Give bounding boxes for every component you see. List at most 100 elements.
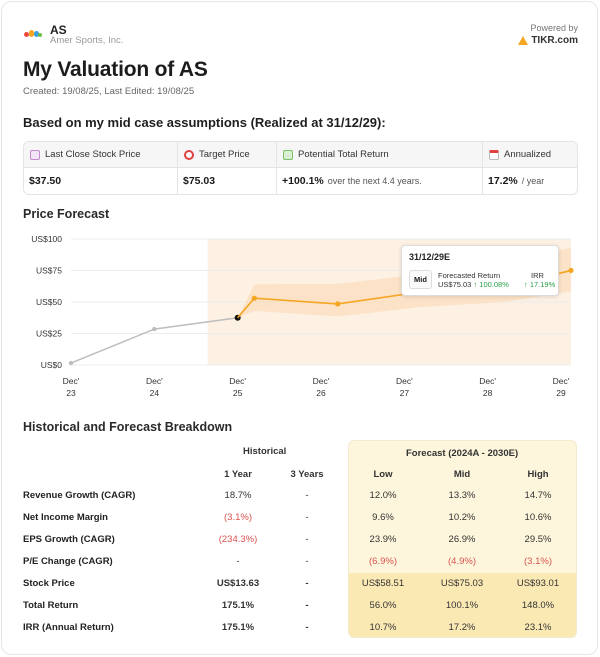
tooltip-irr-value: ↑ 17.19% (524, 280, 556, 289)
created-edited-meta: Created: 19/08/25, Last Edited: 19/08/25 (23, 86, 195, 97)
table-cell: US$93.01 (516, 578, 560, 589)
potential-return-label: Potential Total Return (298, 149, 389, 160)
forecast-highlight (349, 573, 576, 637)
target-price-label: Target Price (199, 149, 250, 160)
forecast-point (335, 301, 341, 307)
tooltip-irr-label: IRR (531, 271, 544, 280)
last-close-column: Last Close Stock Price $37.50 (24, 142, 178, 194)
y-tick-label: US$50 (36, 297, 62, 307)
forecast-point (568, 267, 574, 274)
row-label: Stock Price (23, 578, 75, 589)
y-tick-label: US$25 (36, 329, 62, 339)
target-icon (184, 149, 194, 160)
forecast-header: Forecast (2024A - 2030E) (406, 448, 519, 459)
target-price-value: $75.03 (183, 175, 216, 187)
potential-return-sub: over the next 4.4 years. (327, 176, 422, 186)
tooltip-forecast-price: US$75.03 (438, 280, 472, 289)
table-cell: 100.1% (445, 600, 479, 611)
table-cell: 9.6% (372, 512, 394, 523)
table-cell: 175.1% (221, 622, 255, 633)
table-cell: (4.9%) (448, 556, 476, 567)
table-cell: - (305, 512, 309, 523)
x-tick-label: Dec' (63, 376, 80, 386)
table-cell: 18.7% (224, 490, 252, 501)
calendar-icon (489, 149, 499, 160)
column-header: 3 Years (290, 469, 324, 480)
table-cell: - (305, 622, 309, 633)
price-forecast-title: Price Forecast (23, 207, 110, 221)
tooltip-date: 31/12/29E (409, 252, 451, 262)
potential-return-column: Potential Total Return +100.1% over the n… (277, 142, 483, 194)
tooltip-forecast-label: Forecasted Return (438, 271, 501, 280)
annualized-column: Annualized 17.2% / year (483, 142, 577, 194)
last-close-value: $37.50 (29, 175, 62, 187)
column-header: Low (373, 469, 393, 480)
table-cell: 10.6% (524, 512, 552, 523)
potential-return-value: +100.1% (282, 175, 324, 187)
table-cell: 175.1% (221, 600, 255, 611)
chart-up-icon (30, 149, 40, 160)
table-cell: 13.3% (448, 490, 476, 501)
row-label: Revenue Growth (CAGR) (23, 490, 136, 501)
table-cell: (3.1%) (524, 556, 552, 567)
company-name: Amer Sports, Inc. (50, 35, 124, 46)
table-cell: US$75.03 (440, 578, 484, 589)
y-tick-label: US$0 (41, 360, 63, 370)
table-cell: - (305, 600, 309, 611)
x-tick-label: Dec' (313, 376, 330, 386)
y-tick-label: US$75 (36, 266, 62, 276)
table-cell: 14.7% (524, 490, 552, 501)
table-cell: - (305, 578, 309, 589)
x-tick-year: 28 (483, 388, 493, 398)
x-tick-label: Dec' (553, 376, 570, 386)
y-tick-label: US$100 (31, 234, 62, 244)
summary-table: Last Close Stock Price $37.50 Target Pri… (23, 141, 578, 195)
table-cell: 12.0% (369, 490, 397, 501)
x-tick-year: 24 (150, 388, 160, 398)
table-cell: 29.5% (524, 534, 552, 545)
table-cell: (3.1%) (224, 512, 252, 523)
tooltip-case-badge: Mid (409, 270, 432, 289)
row-label: P/E Change (CAGR) (23, 556, 113, 567)
x-tick-year: 27 (400, 388, 410, 398)
table-cell: 10.7% (369, 622, 397, 633)
breakdown-title: Historical and Forecast Breakdown (23, 420, 233, 434)
table-cell: 23.1% (524, 622, 552, 633)
x-tick-year: 26 (316, 388, 326, 398)
table-cell: 23.9% (369, 534, 397, 545)
forecast-tooltip: 31/12/29E Mid Forecasted Return US$75.03… (401, 245, 559, 296)
table-cell: (6.9%) (369, 556, 397, 567)
table-cell: 17.2% (448, 622, 476, 633)
money-icon (283, 149, 293, 160)
x-tick-label: Dec' (479, 376, 496, 386)
row-label: IRR (Annual Return) (23, 622, 114, 633)
table-cell: (234.3%) (218, 534, 258, 545)
table-cell: 148.0% (521, 600, 555, 611)
row-label: Net Income Margin (23, 512, 108, 523)
table-cell: - (305, 556, 309, 567)
tooltip-forecast-pct: ↑ 100.08% (473, 280, 509, 289)
column-header: Mid (453, 469, 471, 480)
table-cell: - (305, 534, 309, 545)
table-cell: - (305, 490, 309, 501)
amer-sports-logo-icon (24, 30, 42, 37)
table-cell: US$58.51 (361, 578, 405, 589)
page-title: My Valuation of AS (23, 58, 208, 81)
annualized-value: 17.2% (488, 175, 518, 187)
column-header: 1 Year (224, 469, 252, 480)
x-tick-year: 25 (233, 388, 243, 398)
x-tick-label: Dec' (146, 376, 163, 386)
x-tick-year: 29 (556, 388, 566, 398)
x-tick-year: 23 (66, 388, 76, 398)
tikr-brand-label: TIKR.com (531, 35, 578, 46)
table-cell: 10.2% (448, 512, 476, 523)
tikr-logo-icon (518, 36, 529, 45)
x-tick-label: Dec' (229, 376, 246, 386)
tikr-brand[interactable]: TIKR.com (518, 35, 578, 46)
x-tick-label: Dec' (396, 376, 413, 386)
table-cell: 56.0% (369, 600, 397, 611)
table-cell: - (236, 556, 240, 567)
annualized-label: Annualized (504, 149, 552, 160)
column-header: High (527, 469, 549, 480)
forecast-point (251, 295, 257, 301)
